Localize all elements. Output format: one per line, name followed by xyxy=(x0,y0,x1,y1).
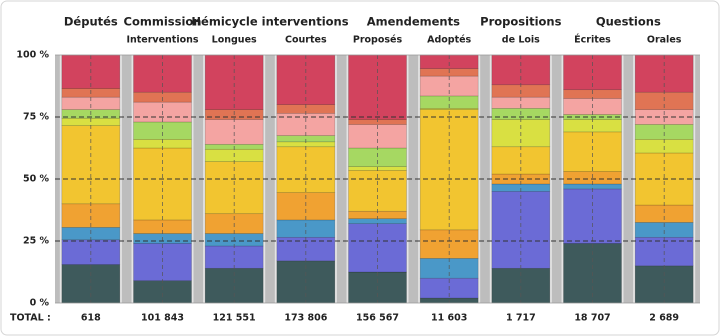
column-label: Proposés xyxy=(353,35,403,46)
column-label: Écrites xyxy=(574,34,611,46)
total-value: 618 xyxy=(81,313,101,324)
total-value: 173 806 xyxy=(284,313,327,324)
group-label: Hémicycle interventions xyxy=(191,15,348,29)
y-tick-label: 75 % xyxy=(23,112,50,123)
bar-segment xyxy=(634,265,694,304)
y-tick-label: 0 % xyxy=(30,298,50,309)
bar-segment xyxy=(133,280,192,304)
group-label: Commission xyxy=(124,15,202,29)
total-value: 2 689 xyxy=(649,313,679,324)
bar-segment xyxy=(563,131,622,172)
bar-segment xyxy=(634,54,694,93)
y-tick-label: 25 % xyxy=(23,236,50,247)
column-label: Adoptés xyxy=(427,35,471,46)
bar-segment xyxy=(276,219,336,238)
group-label: Propositions xyxy=(480,15,561,29)
bar-segment xyxy=(204,245,264,269)
column-label: Courtes xyxy=(285,35,327,46)
total-value: 11 603 xyxy=(431,313,467,324)
bar-segment xyxy=(61,125,121,205)
total-value: 101 843 xyxy=(141,313,184,324)
column-label: Longues xyxy=(212,35,257,46)
column-label: Orales xyxy=(647,35,682,46)
bar-segment xyxy=(133,121,192,140)
group-label: Amendements xyxy=(367,15,460,29)
y-tick-label: 100 % xyxy=(16,50,49,61)
y-tick-label: 50 % xyxy=(23,174,50,185)
group-label: Questions xyxy=(596,15,661,29)
column-label: de Lois xyxy=(502,35,540,46)
column-label: Interventions xyxy=(126,35,198,46)
total-value: 156 567 xyxy=(356,313,399,324)
total-value: 1 717 xyxy=(506,313,536,324)
total-value: 18 707 xyxy=(574,313,610,324)
total-value: 121 551 xyxy=(213,313,256,324)
totals-label: TOTAL : xyxy=(10,313,51,324)
group-label: Députés xyxy=(64,15,118,29)
bar-segment xyxy=(61,264,121,304)
